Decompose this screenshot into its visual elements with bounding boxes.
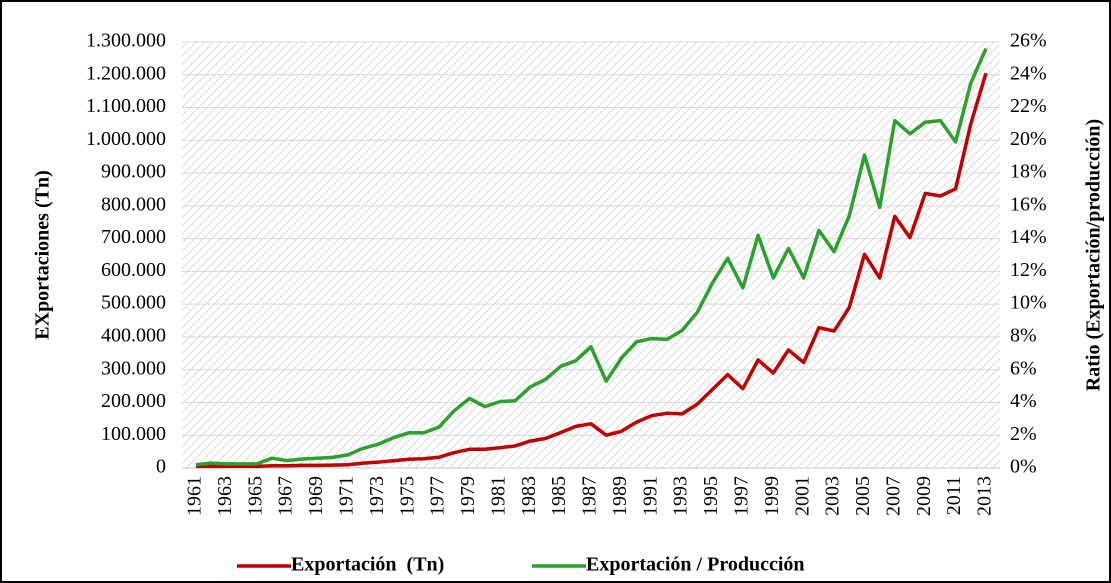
y-tick-label: 1.100.000 — [86, 95, 166, 117]
x-tick-label: 1965 — [244, 476, 266, 516]
y-tick-label: 1.200.000 — [86, 62, 166, 84]
y2-tick-label: 10% — [1010, 292, 1047, 314]
x-tick-label: 1961 — [184, 476, 206, 516]
y-tick-label: 200.000 — [101, 390, 166, 412]
x-tick-label: 1989 — [609, 476, 631, 516]
x-tick-label: 1975 — [396, 476, 418, 516]
data-line — [196, 72, 988, 469]
y-tick-label: 400.000 — [101, 325, 166, 347]
legend-label: Exportación (Tn) — [291, 554, 444, 576]
y2-tick-label: 2% — [1010, 423, 1037, 445]
data-line — [195, 47, 988, 467]
y2-tick-label: 16% — [1010, 193, 1047, 215]
y2-tick-label: 20% — [1010, 128, 1047, 150]
x-tick-label: 2011 — [943, 476, 965, 515]
y-tick-label: 300.000 — [101, 357, 166, 379]
y-tick-label: 100.000 — [101, 423, 166, 445]
y2-tick-label: 0% — [1010, 456, 1037, 478]
y2-tick-label: 8% — [1010, 325, 1037, 347]
x-tick-label: 1995 — [700, 476, 722, 516]
x-tick-label: 1983 — [518, 476, 540, 516]
x-tick-label: 1969 — [305, 476, 327, 516]
x-tick-label: 1973 — [366, 476, 388, 516]
x-tick-label: 2007 — [882, 476, 904, 516]
y-tick-label: 1.300.000 — [86, 30, 166, 52]
x-tick-label: 2009 — [913, 476, 935, 516]
y-tick-label: 800.000 — [101, 193, 166, 215]
x-tick-label: 1963 — [214, 476, 236, 516]
y2-axis-title: Ratio (Exportación/producción) — [1083, 119, 1105, 391]
x-tick-label: 1979 — [457, 476, 479, 516]
x-tick-label: 1971 — [336, 476, 358, 516]
y-tick-label: 1.000.000 — [86, 128, 166, 150]
x-tick-label: 1977 — [427, 476, 449, 516]
x-tick-label: 1999 — [761, 476, 783, 516]
x-tick-label: 1967 — [275, 476, 297, 516]
x-tick-label: 2001 — [791, 476, 813, 516]
x-tick-label: 1997 — [731, 476, 753, 516]
y2-tick-label: 22% — [1010, 95, 1047, 117]
y2-tick-label: 12% — [1010, 259, 1047, 281]
x-tick-label: 1993 — [670, 476, 692, 516]
x-tick-label: 1981 — [487, 476, 509, 516]
y-tick-label: 900.000 — [101, 161, 166, 183]
x-tick-label: 2013 — [974, 476, 996, 516]
x-tick-label: 2003 — [822, 476, 844, 516]
y-tick-label: 0 — [156, 456, 166, 478]
x-tick-label: 1991 — [639, 476, 661, 516]
y2-tick-label: 24% — [1010, 62, 1047, 84]
x-tick-label: 2005 — [852, 476, 874, 516]
y2-tick-label: 26% — [1010, 30, 1047, 52]
legend-label: Exportación / Producción — [586, 554, 805, 576]
x-tick-label: 1987 — [579, 476, 601, 516]
y-axis-title: EXportaciones (Tn) — [32, 170, 54, 339]
y2-tick-label: 18% — [1010, 161, 1047, 183]
y-tick-label: 600.000 — [101, 259, 166, 281]
y2-tick-label: 6% — [1010, 357, 1037, 379]
y-tick-label: 500.000 — [101, 292, 166, 314]
y2-tick-label: 4% — [1010, 390, 1037, 412]
plot-area — [182, 42, 1000, 468]
y-tick-label: 700.000 — [101, 226, 166, 248]
y2-tick-label: 14% — [1010, 226, 1047, 248]
x-tick-label: 1985 — [548, 476, 570, 516]
